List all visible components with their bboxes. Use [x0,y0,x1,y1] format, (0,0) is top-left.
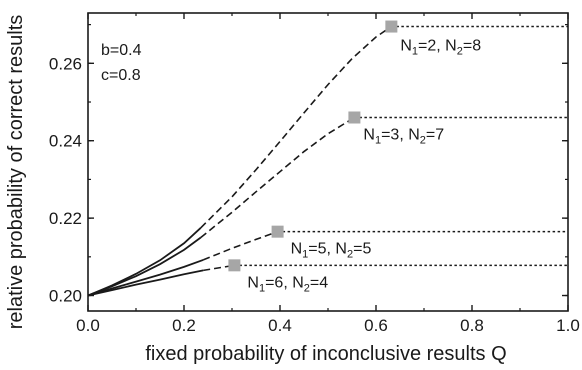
series-2-peak-marker [348,111,361,124]
plot-frame [87,12,569,312]
x-axis-label: fixed probability of inconclusive result… [145,343,506,365]
series-1-dashed-line [200,25,392,229]
y-tick-label: 0.20 [49,287,82,306]
x-tick-label: 0.2 [172,316,196,335]
y-axis-label: relative probability of correct results [5,15,27,330]
series-1-solid-line [87,227,202,297]
series-2-solid-line [87,236,202,297]
parameter-2: c=0.8 [101,67,141,84]
x-tick-label: 0.4 [268,316,292,335]
series-4-label: N1=6, N2=4 [247,274,328,294]
series-4-peak-marker [228,259,241,272]
y-tick-label: 0.24 [49,132,82,151]
series-4-solid-line [87,269,204,297]
parameter-1: b=0.4 [101,42,142,59]
parameter-text: b=0.4 c=0.8 [101,42,142,84]
x-tick-label: 0.6 [364,316,388,335]
series-3-label: N1=5, N2=5 [291,241,372,261]
series-2-dashed-line [200,116,355,239]
x-tick-label: 0.8 [460,316,484,335]
series-annotations: N1=2, N2=8 N1=3, N2=7 N1=5, N2=5 N1=6, N2=4 [247,38,481,295]
y-tick-label: 0.26 [49,54,82,73]
x-tick-label: 0.0 [76,316,100,335]
series-1-label: N1=2, N2=8 [400,38,481,58]
plot-content [87,25,568,297]
peak-markers [228,20,398,272]
series-3-solid-line [87,259,204,297]
series-1-peak-marker [385,20,398,33]
series-3-peak-marker [271,225,284,238]
y-tick-label: 0.22 [49,209,82,228]
series-3-dashed-line [202,230,278,261]
axis-ticks: 0.0 0.2 0.4 0.6 0.8 1.0 0.20 0.22 0.24 0.26 [49,13,580,335]
x-tick-label: 1.0 [556,316,580,335]
series-2-label: N1=3, N2=7 [363,126,444,146]
